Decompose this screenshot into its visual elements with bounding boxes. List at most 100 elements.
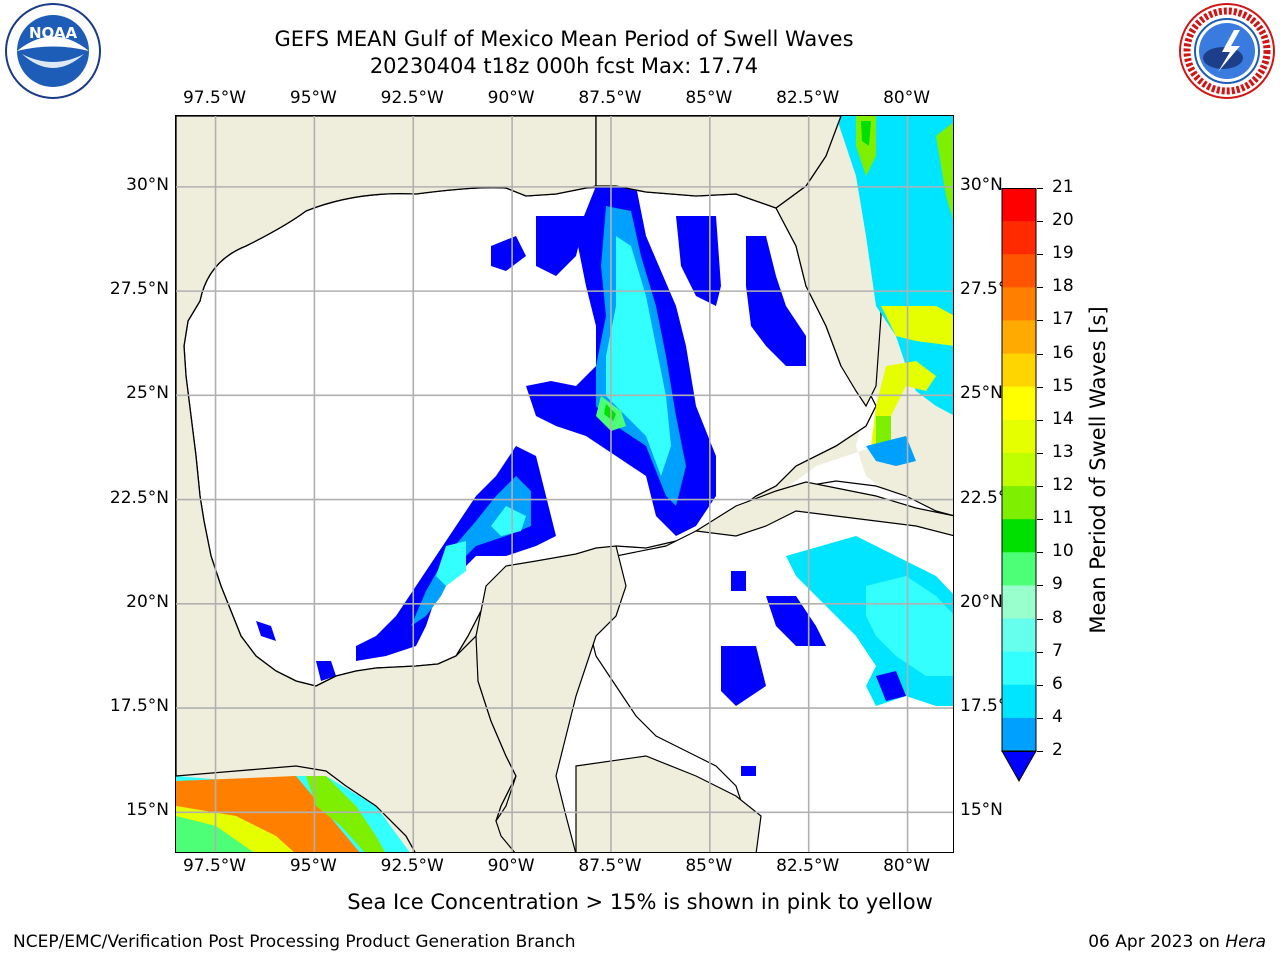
bottom-tick-label: 85°W: [685, 856, 733, 876]
central-america-land: [575, 755, 762, 852]
colorbar-tick-mark: [1037, 386, 1043, 388]
top-tick-label: 97.5°W: [182, 88, 247, 108]
colorbar-segment: [1002, 452, 1036, 487]
left-tick-label: 27.5°N: [109, 279, 169, 300]
colorbar-tick-label: 4: [1052, 706, 1063, 727]
colorbar-tick-mark: [1037, 585, 1043, 587]
colorbar-segment: [1002, 552, 1036, 586]
colorbar-tick-mark: [1037, 221, 1043, 223]
colorbar-tick-label: 13: [1052, 441, 1074, 462]
colorbar-tick-mark: [1037, 684, 1043, 686]
colorbar-segment: [1002, 486, 1036, 520]
colorbar-segment: [1002, 320, 1036, 355]
right-tick-label: 25°N: [960, 383, 1003, 404]
colorbar-tick-label: 20: [1052, 210, 1074, 231]
colorbar-segment: [1002, 618, 1036, 653]
left-tick-label: 25°N: [126, 383, 169, 404]
left-tick-label: 17.5°N: [109, 696, 169, 717]
colorbar-segment: [1002, 519, 1036, 553]
colorbar-tick-label: 15: [1052, 375, 1074, 396]
left-tick-label: 30°N: [126, 174, 169, 195]
nws-logo-icon: [1178, 2, 1276, 100]
bottom-tick-label: 82.5°W: [776, 856, 840, 876]
colorbar-tick-label: 17: [1052, 309, 1074, 330]
colorbar-tick-mark: [1037, 188, 1043, 189]
top-tick-label: 82.5°W: [776, 88, 840, 108]
colorbar-segment: [1002, 188, 1036, 222]
top-tick-label: 95°W: [289, 88, 337, 108]
top-tick-label: 80°W: [883, 88, 931, 108]
map-plot-area: [175, 115, 954, 853]
bottom-tick-label: 92.5°W: [380, 856, 444, 876]
sea-ice-note: Sea Ice Concentration > 15% is shown in …: [347, 890, 933, 914]
bottom-tick-label: 95°W: [289, 856, 337, 876]
left-tick-label: 22.5°N: [109, 487, 169, 508]
colorbar: [1001, 188, 1037, 783]
bottom-tick-label: 80°W: [883, 856, 931, 876]
colorbar-tick-mark: [1037, 419, 1043, 421]
top-tick-label: 92.5°W: [380, 88, 444, 108]
colorbar-tick-label: 14: [1052, 408, 1074, 429]
colorbar-tick-label: 21: [1052, 177, 1074, 197]
colorbar-tick-mark: [1037, 651, 1043, 653]
noaa-logo-text: NOAA: [29, 24, 78, 42]
colorbar-tick-mark: [1037, 717, 1043, 719]
colorbar-tick-mark: [1037, 751, 1043, 752]
colorbar-segment: [1002, 585, 1036, 620]
colorbar-segment: [1002, 651, 1036, 686]
grid-lines: [176, 116, 953, 852]
footer-left: NCEP/EMC/Verification Post Processing Pr…: [13, 932, 576, 952]
colorbar-tick-label: 8: [1052, 607, 1063, 628]
top-tick-label: 85°W: [685, 88, 733, 108]
yucatan-land: [475, 545, 627, 852]
colorbar-tick-label: 7: [1052, 640, 1063, 661]
colorbar-svg: [1001, 188, 1037, 783]
colorbar-segment: [1002, 419, 1036, 454]
chart-title-line2: 20230404 t18z 000h fcst Max: 17.74: [369, 54, 759, 78]
left-tick-label: 20°N: [126, 591, 169, 612]
footer-host: Hera: [1225, 932, 1266, 952]
colorbar-segment: [1002, 221, 1036, 255]
colorbar-segment: [1002, 386, 1036, 421]
colorbar-tick-mark: [1037, 353, 1043, 355]
right-tick-label: 20°N: [960, 591, 1003, 612]
colorbar-tick-label: 9: [1052, 574, 1063, 595]
colorbar-border: [1001, 188, 1037, 752]
colorbar-tick-label: 12: [1052, 475, 1074, 496]
chart-title-line1: GEFS MEAN Gulf of Mexico Mean Period of …: [274, 27, 854, 51]
colorbar-tick-label: 18: [1052, 276, 1074, 297]
colorbar-tick-mark: [1037, 320, 1043, 322]
colorbar-label: Mean Period of Swell Waves [s]: [1086, 306, 1110, 634]
map-svg: [176, 116, 953, 852]
colorbar-tick-label: 2: [1052, 740, 1063, 760]
colorbar-tick-label: 10: [1052, 541, 1074, 562]
colorbar-tick-mark: [1037, 452, 1043, 454]
colorbar-extend-triangle: [1001, 750, 1037, 783]
colorbar-tick-label: 19: [1052, 243, 1074, 264]
colorbar-tick-mark: [1037, 552, 1043, 554]
colorbar-segment: [1002, 287, 1036, 321]
colorbar-segment: [1002, 684, 1036, 719]
colorbar-tick-mark: [1037, 519, 1043, 521]
right-tick-label: 30°N: [960, 174, 1003, 195]
colorbar-segment: [1002, 254, 1036, 288]
bottom-tick-label: 97.5°W: [182, 856, 247, 876]
top-tick-label: 87.5°W: [578, 88, 642, 108]
colorbar-tick-mark: [1037, 618, 1043, 620]
colorbar-tick-label: 11: [1052, 508, 1074, 529]
footer-date: 06 Apr 2023 on: [1088, 932, 1226, 952]
colorbar-tick-mark: [1037, 486, 1043, 488]
colorbar-segment: [1002, 717, 1036, 752]
colorbar-tick-mark: [1037, 254, 1043, 256]
us-north-land: [595, 116, 842, 209]
swell-field: [176, 116, 953, 852]
left-tick-label: 15°N: [126, 800, 169, 821]
footer-right: 06 Apr 2023 on Hera: [1088, 932, 1266, 952]
colorbar-tick-mark: [1037, 287, 1043, 289]
bottom-tick-label: 87.5°W: [578, 856, 642, 876]
top-tick-label: 90°W: [487, 88, 535, 108]
cuba-land: [694, 481, 953, 537]
bottom-tick-label: 90°W: [487, 856, 535, 876]
noaa-logo-icon: NOAA: [4, 2, 102, 100]
colorbar-tick-label: 16: [1052, 342, 1074, 363]
